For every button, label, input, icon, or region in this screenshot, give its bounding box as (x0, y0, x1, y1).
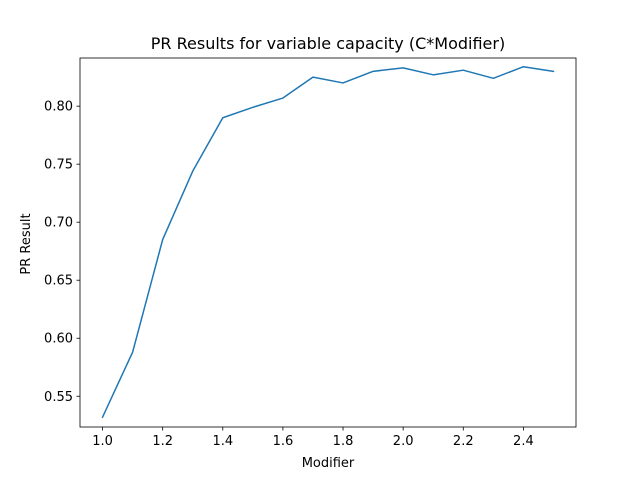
x-tick-label: 1.2 (152, 434, 173, 449)
x-tick-label: 1.6 (273, 434, 294, 449)
y-axis-label: PR Result (19, 213, 34, 274)
x-tick-label: 1.8 (333, 434, 354, 449)
y-tick-label: 0.55 (44, 390, 73, 405)
chart-title: PR Results for variable capacity (C*Modi… (151, 34, 505, 53)
y-tick-label: 0.80 (44, 100, 73, 115)
x-tick-label: 2.2 (453, 434, 474, 449)
x-tick-label: 2.4 (513, 434, 534, 449)
axes-frame (79, 57, 577, 428)
y-tick-label: 0.75 (44, 158, 73, 173)
x-axis-label: Modifier (302, 456, 355, 471)
plot-area: 1.0 1.2 1.4 1.6 1.8 2.0 2.2 2.4 0.55 0.60 0.65 0.70… (44, 57, 577, 449)
y-tick-label: 0.65 (44, 274, 73, 289)
x-tick-label: 1.0 (92, 434, 113, 449)
y-tick-label: 0.60 (44, 332, 73, 347)
x-tick-label: 2.0 (393, 434, 414, 449)
x-tick-label: 1.4 (212, 434, 233, 449)
series-line-0 (101, 65, 555, 419)
y-tick-label: 0.70 (44, 216, 73, 231)
